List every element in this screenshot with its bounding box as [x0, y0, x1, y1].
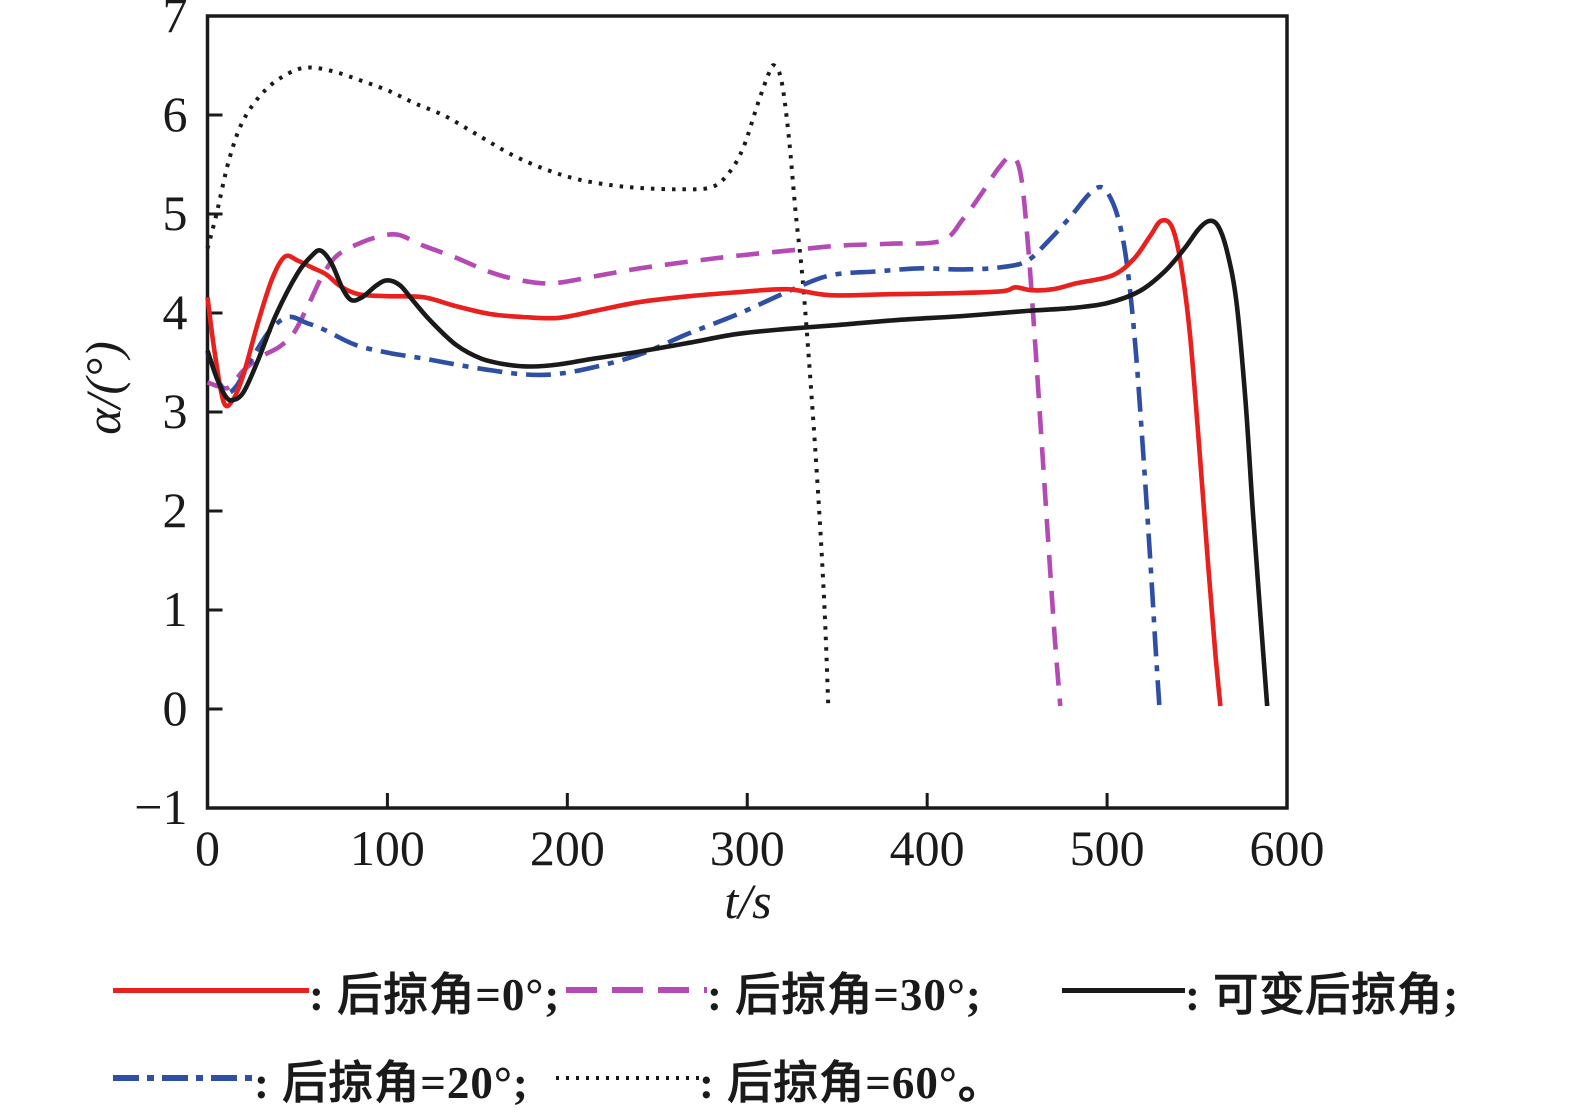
legend-line-sample-dashed-purple — [566, 987, 707, 993]
y-tick-label: 1 — [163, 581, 188, 637]
x-tick-label: 300 — [710, 820, 785, 876]
x-tick-label: 400 — [890, 820, 965, 876]
x-tick-label: 200 — [530, 820, 605, 876]
legend-item: : 可变后掠角; — [1062, 962, 1459, 1020]
y-tick-label: 2 — [163, 482, 188, 538]
series-后掠角=0° — [205, 217, 1223, 707]
axis-ticks — [207, 113, 1109, 808]
legend-line-sample-dashdot-blue — [113, 1075, 254, 1081]
y-tick-label: −1 — [134, 779, 187, 835]
series-可变后掠角 — [205, 218, 1270, 707]
series-后掠角=60° — [205, 63, 831, 705]
legend-line-sample-solid-black — [1062, 987, 1185, 993]
y-tick-label: 4 — [163, 284, 188, 340]
y-tick-label: 5 — [163, 185, 188, 241]
series-后掠角=20° — [205, 184, 1162, 706]
y-axis-label: α/(°) — [75, 341, 131, 435]
x-tick-label: 500 — [1070, 820, 1145, 876]
legend-label: : 后掠角=30°; — [707, 969, 982, 1020]
y-tick-label: 6 — [163, 86, 188, 142]
legend-item: : 后掠角=20°; — [113, 1050, 529, 1108]
y-tick-label: 7 — [163, 0, 188, 43]
y-tick-label: 3 — [163, 383, 188, 439]
legend-label: : 可变后掠角; — [1185, 969, 1460, 1020]
legend-line-sample-dotted-black — [556, 1076, 699, 1080]
legend-item: : 后掠角=0°; — [113, 962, 560, 1020]
legend-label: : 后掠角=60°。 — [699, 1057, 1004, 1108]
legend-label: : 后掠角=20°; — [254, 1057, 529, 1108]
y-tick-label: 0 — [163, 680, 188, 736]
legend-item: : 后掠角=30°; — [566, 962, 982, 1020]
x-tick-label: 0 — [195, 820, 220, 876]
x-tick-label: 600 — [1250, 820, 1325, 876]
x-tick-label: 100 — [350, 820, 425, 876]
x-axis-label: t/s — [724, 873, 772, 929]
series-后掠角=30° — [206, 154, 1063, 707]
legend-label: : 后掠角=0°; — [309, 969, 561, 1020]
legend-line-sample-solid-red — [113, 987, 309, 993]
legend-item: : 后掠角=60°。 — [556, 1050, 1004, 1108]
